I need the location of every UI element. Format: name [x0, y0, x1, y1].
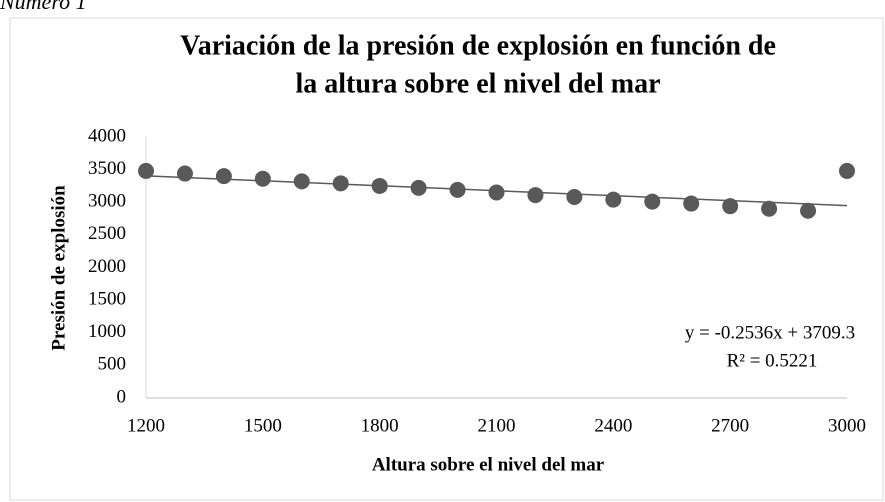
- y-axis-label: Presión de explosión: [48, 185, 69, 351]
- trendline-r-squared: R² = 0.5221: [727, 350, 818, 371]
- y-tick-label: 1500: [88, 288, 126, 309]
- data-point: [800, 202, 817, 219]
- y-tick-label: 1000: [88, 321, 126, 342]
- data-point: [254, 170, 271, 187]
- data-point: [605, 191, 622, 208]
- data-point: [527, 187, 544, 204]
- x-tick-label: 2400: [594, 415, 632, 436]
- y-tick-label: 500: [98, 354, 127, 375]
- caption: Número 1: [0, 0, 87, 14]
- x-tick-label: 2100: [478, 415, 516, 436]
- data-point: [215, 168, 232, 185]
- data-point: [839, 162, 855, 179]
- x-tick-label: 3000: [828, 415, 866, 436]
- data-point: [449, 181, 466, 198]
- data-point: [138, 162, 154, 179]
- y-tick-label: 2500: [88, 223, 126, 244]
- data-point: [176, 165, 193, 182]
- x-tick-label: 1800: [361, 415, 399, 436]
- chart-frame: [9, 17, 884, 501]
- data-point: [488, 184, 505, 201]
- data-point: [644, 193, 661, 210]
- data-point: [722, 198, 739, 215]
- trendline-equation: y = -0.2536x + 3709.3: [685, 322, 855, 343]
- data-point: [371, 177, 388, 194]
- y-tick-label: 4000: [88, 125, 126, 146]
- data-point: [761, 200, 778, 217]
- data-point: [293, 173, 310, 190]
- data-point: [566, 189, 583, 206]
- x-tick-label: 1200: [127, 415, 165, 436]
- chart-title: la altura sobre el nivel del mar: [296, 68, 661, 99]
- y-tick-label: 2000: [88, 256, 126, 277]
- y-tick-label: 3000: [88, 191, 126, 212]
- x-tick-label: 1500: [244, 415, 282, 436]
- data-point: [410, 179, 427, 196]
- y-tick-label: 0: [117, 386, 127, 407]
- y-tick-label: 3500: [88, 158, 126, 179]
- chart-title: Variación de la presión de explosión en …: [180, 30, 776, 61]
- data-point: [683, 195, 700, 212]
- x-tick-label: 2700: [711, 415, 749, 436]
- data-point: [332, 175, 349, 192]
- x-axis-label: Altura sobre el nivel del mar: [372, 454, 605, 475]
